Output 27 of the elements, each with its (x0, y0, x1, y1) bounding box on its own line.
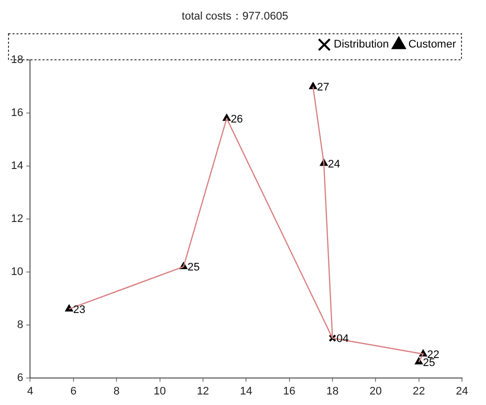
y-tick-label: 18 (10, 54, 24, 66)
legend-label: Customer (408, 38, 456, 51)
legend-label: Distribution (334, 38, 389, 51)
y-tick-label: 6 (17, 372, 24, 384)
y-tick-label: 14 (10, 160, 24, 172)
x-tick-label: 6 (70, 385, 76, 398)
annotation: 26 (230, 113, 243, 126)
y-tick-label: 10 (10, 266, 24, 278)
x-tick-label: 4 (27, 385, 34, 398)
x-tick-label: 12 (196, 385, 210, 398)
x-tick-label: 20 (370, 385, 382, 398)
x-tick-label: 10 (154, 385, 166, 398)
x-tick-label: 8 (114, 385, 120, 398)
annotation: 27 (317, 82, 330, 94)
x-tick-label: 18 (326, 385, 339, 398)
x-tick-label: 16 (283, 385, 296, 398)
chart-title: total costs：977.0605 (182, 10, 288, 23)
x-tick-label: 14 (240, 385, 252, 398)
x-tick-label: 24 (456, 385, 468, 398)
annotation: 23 (73, 304, 86, 316)
y-tick-label: 16 (10, 107, 24, 120)
annotation: 25 (188, 262, 200, 274)
y-tick-label: 8 (17, 318, 24, 331)
annotation: 24 (328, 158, 340, 170)
y-tick-label: 12 (10, 213, 24, 226)
x-tick-label: 22 (412, 385, 425, 398)
annotation: 04 (336, 333, 349, 346)
